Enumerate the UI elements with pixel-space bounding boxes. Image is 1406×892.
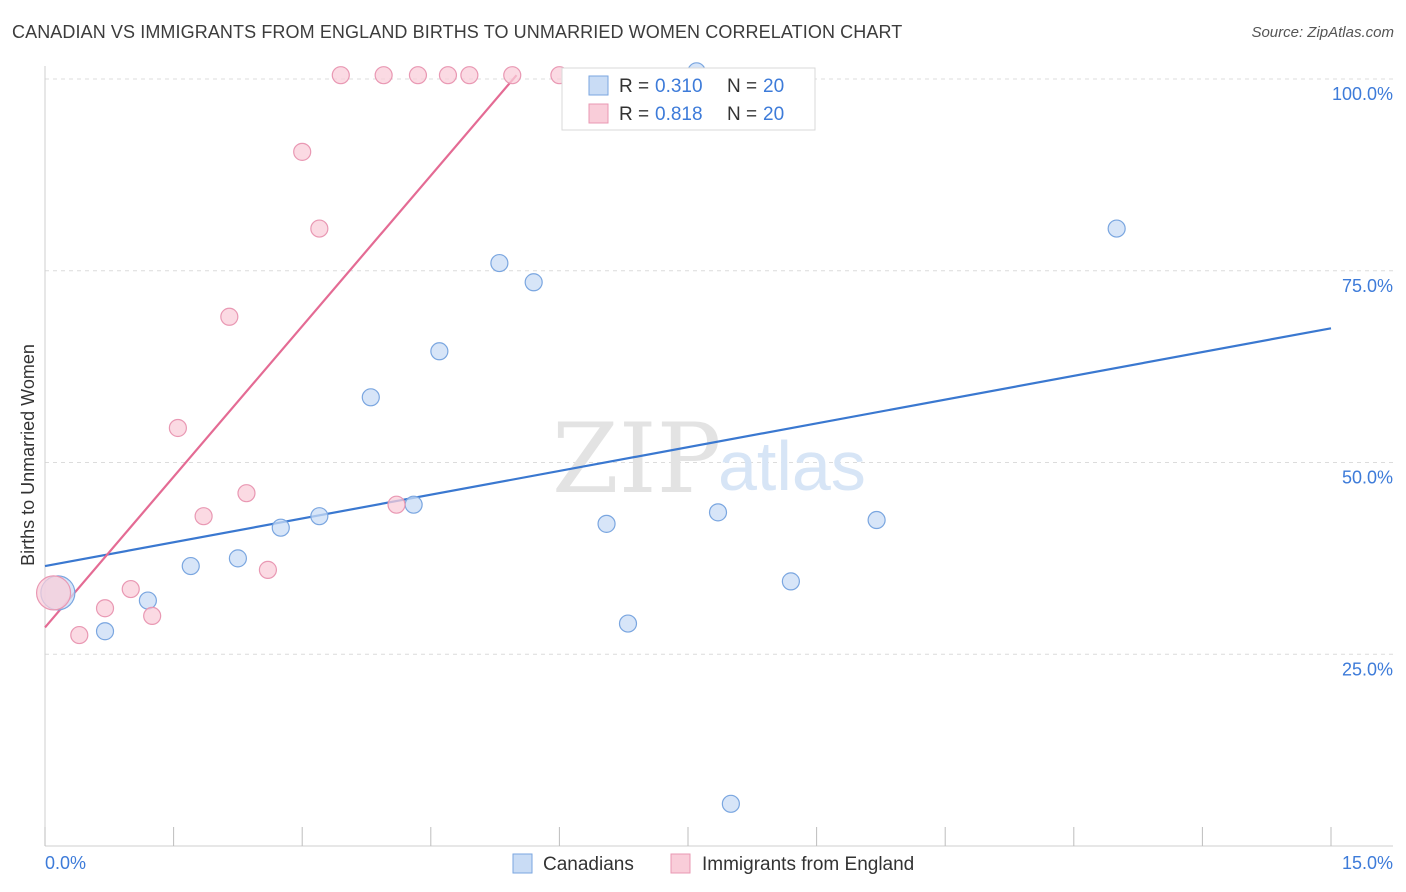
legend-r-value-2: 0.818: [655, 104, 703, 125]
legend-label-canadians: Canadians: [543, 854, 634, 875]
y-tick-label-0: 25.0%: [1342, 659, 1393, 679]
england-point-4: [143, 606, 162, 626]
y-axis-title: Births to Unmarried Women: [18, 344, 38, 566]
england-point-14: [387, 495, 406, 514]
y-tick-label-2: 75.0%: [1342, 276, 1393, 296]
england-point-13: [374, 66, 393, 85]
canadians-point-13: [618, 614, 638, 633]
england-point-18: [503, 66, 522, 85]
y-tick-label-1: 50.0%: [1342, 468, 1393, 488]
england-point-15: [408, 66, 428, 85]
legend-n-value-1: 20: [763, 76, 784, 97]
watermark-zip: ZIP: [552, 403, 721, 515]
canadians-point-1: [95, 622, 115, 641]
chart-title: CANADIAN VS IMMIGRANTS FROM ENGLAND BIRT…: [12, 22, 903, 42]
england-point-7: [220, 307, 239, 326]
england-point-1: [70, 625, 89, 645]
canadians-point-12: [597, 514, 616, 533]
canadians-point-18: [867, 510, 886, 530]
legend-n-label-2: N =: [727, 104, 757, 125]
y-tick-labels: 25.0% 50.0% 75.0% 100.0%: [1332, 84, 1393, 679]
x-tick-labels: 0.0% 15.0%: [45, 853, 1393, 873]
legend-swatch-canadians: [512, 853, 533, 874]
legend-n-label-1: N =: [727, 76, 757, 97]
canadians-point-11: [524, 273, 543, 292]
source-credit: Source: ZipAtlas.com: [1251, 24, 1394, 41]
trend-lines: [44, 74, 1332, 629]
england-point-0: [35, 575, 72, 611]
watermark-atlas: atlas: [718, 427, 866, 505]
canadians-point-15: [708, 503, 728, 522]
england-point-12: [331, 66, 350, 85]
canadians-point-2: [138, 591, 157, 610]
england-point-17: [460, 66, 479, 85]
canadians-point-16: [721, 794, 740, 813]
axes: [44, 66, 1393, 847]
x-tick-label-max: 15.0%: [1342, 853, 1393, 873]
legend-label-england: Immigrants from England: [702, 854, 914, 875]
legend-n-value-2: 20: [763, 104, 784, 125]
england-point-3: [121, 579, 140, 599]
watermark: ZIP atlas: [552, 403, 866, 515]
legend-r-value-1: 0.310: [655, 76, 703, 97]
england-point-8: [237, 484, 256, 503]
england-point-16: [438, 66, 458, 85]
england-point-9: [258, 560, 278, 579]
canadians-point-4: [228, 549, 247, 568]
legend-swatch-england: [670, 853, 691, 874]
canadians-point-5: [271, 518, 290, 537]
canadians-point-6: [310, 507, 329, 526]
legend-r-label-1: R =: [619, 76, 649, 97]
y-tick-label-3: 100.0%: [1332, 84, 1393, 104]
england-point-5: [168, 418, 187, 438]
canadians-point-9: [430, 342, 449, 361]
england-point-6: [194, 507, 213, 526]
gridlines: [45, 78, 1393, 655]
x-tick-label-min: 0.0%: [45, 853, 86, 873]
canadians-point-19: [1107, 219, 1126, 238]
canadians-point-3: [181, 556, 200, 576]
canadians-point-17: [781, 572, 800, 591]
legend-r-label-2: R =: [619, 104, 649, 125]
legend-swatch-canadians-r: [588, 75, 609, 96]
canadians-trend-line: [44, 327, 1332, 568]
england-point-11: [310, 219, 329, 238]
legend-swatch-england-r: [588, 103, 609, 124]
england-point-10: [293, 142, 312, 161]
canadians-point-8: [404, 495, 423, 514]
england-point-2: [95, 599, 115, 618]
canadians-point-7: [361, 388, 380, 407]
canadians-point-10: [490, 253, 509, 273]
series-legend: Canadians Immigrants from England: [512, 853, 914, 875]
data-points: [35, 62, 1126, 813]
correlation-legend: R = 0.310 N = 20 R = 0.818 N = 20: [561, 67, 816, 131]
england-trend-line: [44, 74, 518, 629]
